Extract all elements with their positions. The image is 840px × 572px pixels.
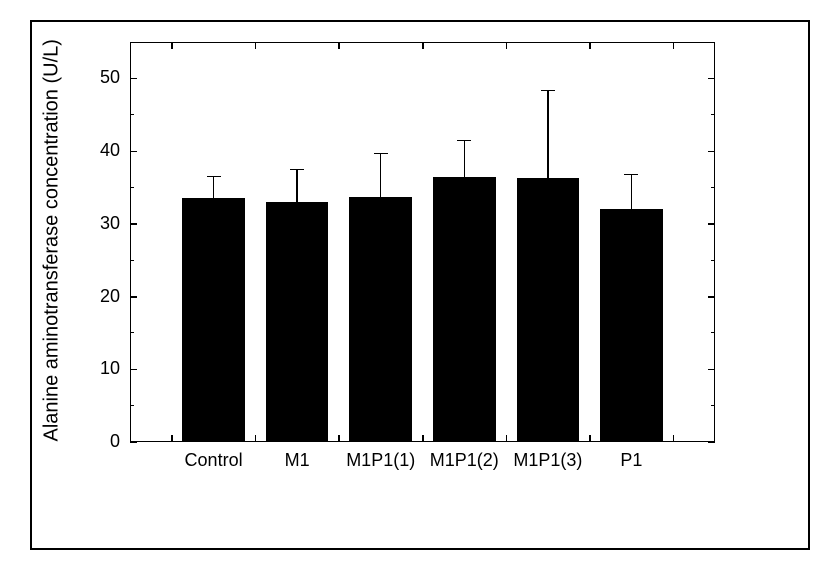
- error-bar-line: [380, 153, 381, 197]
- error-bar-line: [631, 174, 632, 209]
- y-axis-label: Alanine aminotransferase concentration (…: [41, 42, 64, 442]
- y-tick-major: [130, 223, 137, 225]
- error-bar-line: [547, 91, 548, 178]
- bar: [349, 197, 412, 442]
- x-tick: [255, 435, 257, 442]
- error-bar-cap: [207, 176, 221, 177]
- y-tick-major: [708, 442, 715, 444]
- y-tick-major: [130, 369, 137, 371]
- y-tick-major: [708, 223, 715, 225]
- x-tick: [422, 42, 424, 49]
- x-tick-label: P1: [590, 450, 674, 471]
- y-tick-minor: [130, 260, 134, 261]
- y-tick-minor: [130, 114, 134, 115]
- x-tick: [589, 42, 591, 49]
- x-tick: [589, 435, 591, 442]
- y-tick-label: 20: [85, 286, 120, 307]
- error-bar-cap: [374, 153, 388, 154]
- bar: [600, 209, 663, 442]
- x-tick: [338, 435, 340, 442]
- y-tick-minor: [711, 260, 715, 261]
- y-tick-major: [130, 151, 137, 153]
- x-tick-label: M1P1(3): [506, 450, 590, 471]
- error-bar-cap: [290, 169, 304, 170]
- y-tick-major: [130, 296, 137, 298]
- x-tick-label: M1P1(2): [423, 450, 507, 471]
- y-tick-label: 0: [85, 431, 120, 452]
- error-bar-cap: [457, 140, 471, 141]
- error-bar-line: [464, 140, 465, 176]
- x-tick: [673, 435, 675, 442]
- y-tick-label: 50: [85, 67, 120, 88]
- y-tick-minor: [711, 114, 715, 115]
- y-tick-minor: [711, 332, 715, 333]
- x-tick: [506, 42, 508, 49]
- bar: [266, 202, 329, 442]
- x-tick: [506, 435, 508, 442]
- error-bar-cap: [624, 174, 638, 175]
- y-tick-minor: [711, 187, 715, 188]
- y-tick-minor: [711, 42, 715, 43]
- x-tick: [422, 435, 424, 442]
- y-tick-major: [708, 296, 715, 298]
- y-tick-label: 40: [85, 140, 120, 161]
- bar: [517, 178, 580, 442]
- x-tick-label: Control: [172, 450, 256, 471]
- x-tick-label: M1: [255, 450, 339, 471]
- x-tick-label: M1P1(1): [339, 450, 423, 471]
- y-tick-minor: [130, 187, 134, 188]
- y-tick-label: 30: [85, 213, 120, 234]
- y-tick-major: [130, 78, 137, 80]
- y-tick-label: 10: [85, 358, 120, 379]
- y-tick-major: [708, 78, 715, 80]
- x-tick: [171, 42, 173, 49]
- error-bar-line: [296, 169, 297, 202]
- y-tick-major: [708, 369, 715, 371]
- bar: [182, 198, 245, 442]
- x-tick: [673, 42, 675, 49]
- y-tick-minor: [711, 405, 715, 406]
- error-bar-line: [213, 177, 214, 199]
- y-tick-minor: [130, 42, 134, 43]
- error-bar-cap: [541, 90, 555, 91]
- y-tick-minor: [130, 405, 134, 406]
- y-tick-minor: [130, 332, 134, 333]
- x-tick: [171, 435, 173, 442]
- bar: [433, 177, 496, 442]
- x-tick: [338, 42, 340, 49]
- y-tick-major: [708, 151, 715, 153]
- x-tick: [255, 42, 257, 49]
- y-tick-major: [130, 442, 137, 444]
